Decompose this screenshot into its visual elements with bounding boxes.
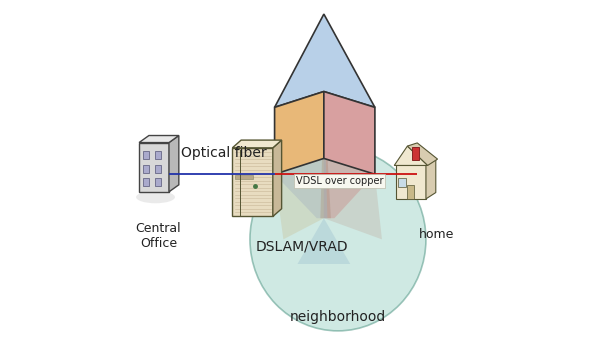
Polygon shape bbox=[407, 143, 437, 165]
Polygon shape bbox=[169, 136, 179, 192]
Polygon shape bbox=[396, 165, 426, 199]
Polygon shape bbox=[394, 146, 428, 165]
Polygon shape bbox=[324, 92, 375, 174]
Polygon shape bbox=[324, 158, 382, 239]
Bar bbox=[143, 165, 149, 172]
Bar bbox=[398, 178, 406, 187]
Polygon shape bbox=[324, 92, 375, 218]
Polygon shape bbox=[273, 140, 281, 216]
Polygon shape bbox=[233, 148, 273, 216]
Text: Central
Office: Central Office bbox=[136, 222, 181, 250]
Bar bbox=[155, 165, 161, 172]
Text: home: home bbox=[419, 228, 454, 240]
Polygon shape bbox=[139, 143, 169, 192]
Polygon shape bbox=[320, 92, 331, 218]
Text: DSLAM/VRAD: DSLAM/VRAD bbox=[255, 239, 348, 253]
Ellipse shape bbox=[250, 148, 426, 331]
Bar bbox=[143, 178, 149, 186]
Polygon shape bbox=[233, 140, 281, 148]
Polygon shape bbox=[275, 92, 324, 174]
Polygon shape bbox=[139, 136, 179, 143]
Polygon shape bbox=[275, 14, 375, 107]
Polygon shape bbox=[426, 159, 436, 199]
Text: Optical fiber: Optical fiber bbox=[181, 146, 266, 160]
Bar bbox=[407, 185, 414, 199]
Polygon shape bbox=[297, 218, 350, 264]
Bar bbox=[235, 175, 253, 179]
Polygon shape bbox=[412, 147, 419, 160]
Text: neighborhood: neighborhood bbox=[290, 310, 386, 324]
Text: VDSL over copper: VDSL over copper bbox=[296, 176, 384, 186]
Ellipse shape bbox=[136, 191, 175, 203]
Bar bbox=[155, 151, 161, 159]
Bar bbox=[143, 151, 149, 159]
Bar bbox=[155, 178, 161, 186]
Polygon shape bbox=[275, 158, 324, 239]
Polygon shape bbox=[275, 92, 328, 218]
